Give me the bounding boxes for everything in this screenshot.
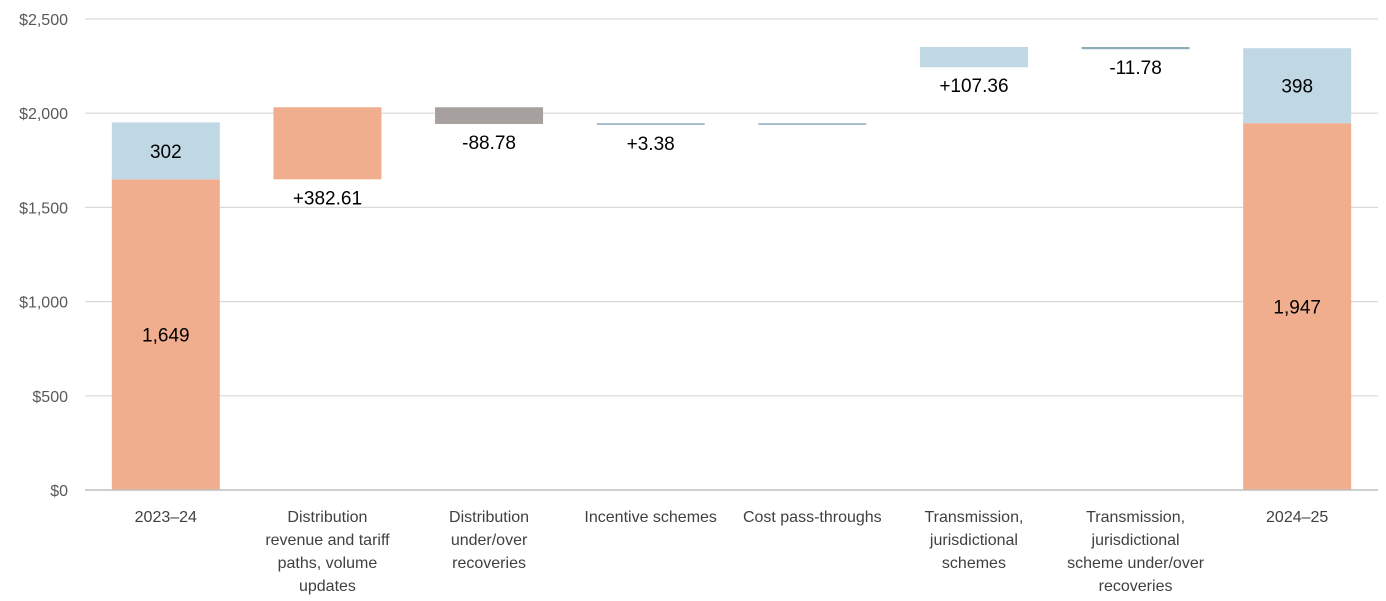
total-segment-label: 1,947 [1273,298,1321,319]
x-category-label: Transmission, jurisdictional scheme under/… [1067,509,1205,595]
y-tick-label: $1,500 [19,200,68,217]
y-tick-label: $1,000 [19,295,68,312]
change-bar [273,107,382,180]
change-bar [1081,47,1190,50]
x-axis: 2023–24 Distribution revenue and tariff pat… [85,489,1378,595]
change-value-label: +382.61 [293,188,362,209]
x-category-label: Transmission, jurisdictional schemes [924,509,1023,572]
change-bar [758,123,867,125]
x-category-label: 2024–25 [1266,509,1328,526]
x-category-label: Incentive schemes [584,509,717,526]
bars [111,47,1352,490]
y-tick-label: $0 [50,483,68,500]
gridlines [85,18,1378,397]
total-bar-distribution [111,179,220,490]
total-bar-transmission [1243,48,1352,124]
y-tick-label: $2,000 [19,106,68,123]
total-segment-label: 1,649 [142,326,190,347]
x-category-label: Cost pass-throughs [743,509,882,526]
total-segment-label: 302 [150,142,182,163]
y-axis: $0 $500 $1,000 $1,500 $2,000 $2,500 [19,12,68,500]
data-labels: 1,649 302 +382.61 -88.78 +3.38 +107.36 -11.78 1… [142,58,1321,346]
change-value-label: -88.78 [462,133,516,154]
total-bar-transmission [111,122,220,180]
change-bar [435,107,544,124]
change-value-label: +107.36 [939,76,1008,97]
x-category-label: Distribution revenue and tariff paths, vol… [265,509,390,595]
change-bar [919,47,1028,68]
total-segment-label: 398 [1281,77,1313,98]
total-bar-distribution [1243,123,1352,490]
change-value-label: -11.78 [1109,58,1161,79]
y-tick-label: $2,500 [19,12,68,29]
change-bar [596,123,705,125]
x-category-label: Distribution under/over recoveries [449,509,529,572]
y-tick-label: $500 [32,389,68,406]
change-value-label: +3.38 [627,134,675,155]
x-category-label: 2023–24 [135,509,197,526]
